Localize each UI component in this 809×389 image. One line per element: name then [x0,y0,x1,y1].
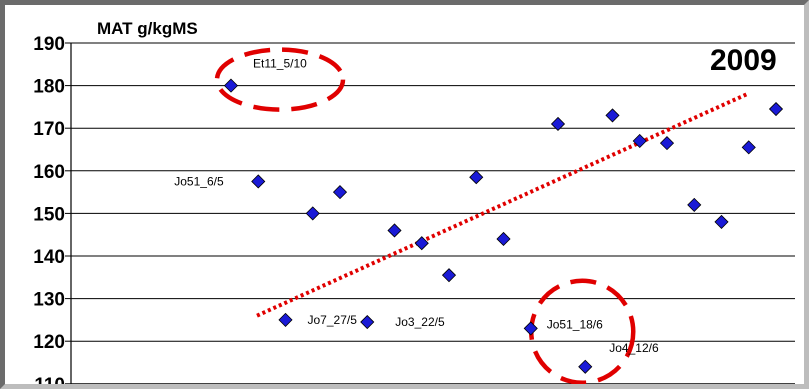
point-label: Jo51_6/5 [174,174,224,188]
y-axis-label: MAT g/kgMS [97,19,198,38]
y-tick-label: 180 [33,77,65,98]
trendline [256,92,748,318]
y-tick-label: 130 [33,290,65,311]
data-point [605,108,620,123]
data-point [714,214,729,229]
data-point [251,174,266,189]
data-point [469,170,484,185]
chart-title: 2009 [710,44,777,77]
y-tick-label: 150 [33,204,65,225]
point-labels: Et11_5/10 Jo51_6/5 Jo7_27/5 Jo3_22/5 Jo51_18… [174,57,659,355]
grid-lines [65,42,795,384]
point-label: Jo7_27/5 [308,313,358,327]
y-axis-ticks: 190 180 170 160 150 140 130 120 110 [33,34,65,384]
point-label: Et11_5/10 [253,57,307,71]
data-point [768,101,784,117]
y-tick-label: 160 [33,162,65,183]
scatter-chart: 190 180 170 160 150 140 130 120 110 MAT g/kgMS 2… [33,19,795,384]
point-label: Jo51_18/6 [547,317,603,331]
y-tick-label: 170 [33,119,65,140]
data-point [741,140,756,155]
data-point [687,197,702,212]
y-tick-label: 140 [33,247,65,268]
data-point [441,268,457,283]
data-point [223,78,239,93]
point-label: Jo3_22/5 [395,315,445,329]
data-point [414,236,429,251]
data-point [496,231,511,247]
data-point [659,136,675,151]
data-point [523,321,538,336]
data-point [632,133,647,149]
point-label: Jo4_12/6 [609,341,659,355]
data-points [223,78,784,374]
data-point [360,314,375,330]
data-point [332,185,348,200]
y-tick-label: 120 [33,332,65,353]
trend-line [256,92,748,318]
data-point [278,312,293,327]
highlight-ellipse [214,47,346,112]
y-tick-label: 190 [33,34,65,55]
data-point [550,116,566,132]
highlight-ellipses [214,47,636,384]
y-tick-label: 110 [34,375,65,384]
data-point [387,223,402,238]
data-point [305,206,320,221]
data-point [578,359,593,374]
